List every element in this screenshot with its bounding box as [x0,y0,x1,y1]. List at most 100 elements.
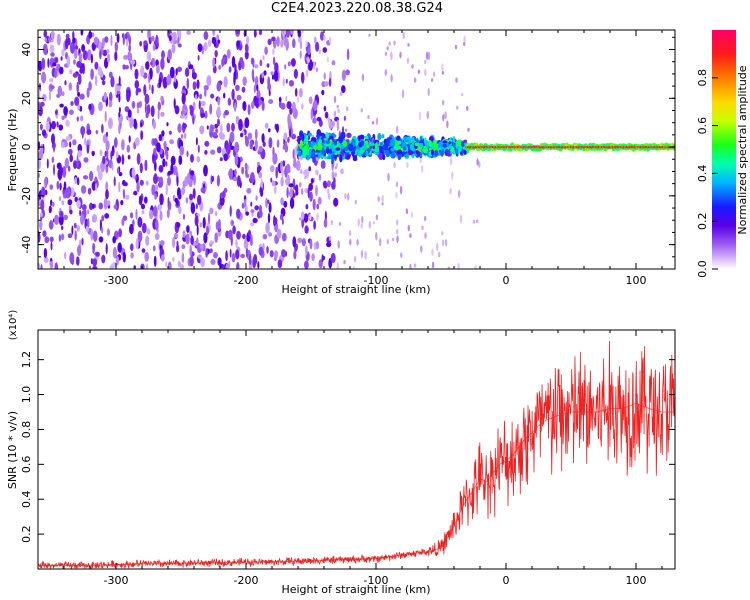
spectrogram-cell [129,223,134,235]
spectrogram-cell [324,155,327,160]
spectrogram-cell [441,100,445,106]
spectrogram-cell [452,135,456,144]
spectrogram-cell [334,172,337,178]
spectrogram-cell [287,137,290,143]
spectrogram-cell [301,133,305,142]
y-tick-label: 0.4 [20,490,33,508]
spectrogram-cell [64,142,69,147]
spectrogram-cell [407,137,411,145]
spectrogram-cell [310,108,313,120]
spectrogram-cell [419,142,424,148]
spectrogram-cell [95,183,98,191]
spectrogram-cell [197,254,202,259]
spectrogram-cell [70,101,74,106]
spectrogram-cell [105,189,109,200]
spectrogram-cell [424,232,427,240]
spectrogram-cell [110,34,113,47]
spectrogram-cell [93,36,99,46]
colorbar-label: Normalized spectral amplitude [736,65,749,234]
spectrogram-cell [113,137,118,148]
spectrogram-cell [43,30,48,38]
spectrogram-cell [395,181,399,188]
spectrogram-cell [441,70,445,75]
spectrogram-cell [160,95,164,102]
spectrogram-cell [86,49,92,61]
spectrogram-cell [59,182,62,191]
spectrogram-y-ticks: -40 -20 0 20 40 [20,36,675,270]
spectrogram-cell [341,69,346,82]
spectrogram-cell [299,87,303,98]
spectrogram-cell [203,31,209,40]
spectrogram-cell [50,30,55,40]
spectrogram-cell [247,132,253,140]
spectrogram-cell [73,222,77,229]
spectrogram-cell [38,60,43,72]
spectrogram-cell [127,109,132,118]
spectrogram-cell [255,195,258,201]
spectrogram-cell [280,176,284,187]
spectrogram-cell [72,30,75,40]
spectrogram-cell [233,73,236,86]
spectrogram-cell [56,162,62,170]
spectrogram-cell [232,225,236,235]
colorbar: 0.0 0.2 0.4 0.6 0.8 Normalized spectral ampl… [696,30,749,278]
spectrogram-cell [167,176,171,186]
spectrogram-cell [171,43,176,54]
spectrogram-cell [44,236,50,244]
spectrogram-cell [186,172,190,185]
spectrogram-cell [231,252,236,263]
spectrogram-cell [251,68,255,81]
spectrogram-cell [246,187,252,194]
spectrogram-cell [189,193,194,201]
spectrogram-cell [58,124,64,131]
spectrogram-cell [225,144,231,155]
spectrogram-cell [87,218,90,228]
spectrogram-cell [234,63,237,74]
spectrogram-cell [108,100,113,108]
spectrogram-frame [37,29,676,270]
spectrogram-cell [118,90,121,96]
spectrogram-cell [217,118,220,127]
spectrogram-cell [396,228,399,235]
spectrogram-cell [221,58,225,66]
spectrogram-cell [421,165,424,173]
spectrogram-cell [216,106,221,118]
spectrogram-cell [69,41,75,54]
spectrogram-cell [341,85,346,94]
spectrogram-cell [160,57,165,70]
spectrogram-cell [139,179,144,186]
spectrogram-cell [116,33,120,43]
spectrogram-cell [334,166,337,170]
spectrogram-cell [352,157,358,162]
spectrogram-cell [228,260,231,268]
spectrogram-cell [227,97,232,106]
spectrogram-cell [109,264,115,269]
spectrogram-cell [368,33,371,37]
spectrogram-cell [375,117,379,126]
spectrogram-cell [437,141,444,148]
spectrogram-cell [385,149,390,158]
spectrogram-cell [268,137,273,149]
y-tick-label: 1.2 [20,351,33,369]
spectrogram-cell [243,30,246,37]
spectrogram-cell [211,175,215,182]
spectrogram-cell [200,112,206,118]
spectrogram-cell [136,102,140,109]
spectrogram-cell [315,169,318,175]
spectrogram-cell [254,205,259,211]
spectrogram-cell [74,96,80,107]
spectrogram-cell [47,58,50,68]
spectrogram-cell [381,134,385,139]
spectrogram-cell [194,215,199,227]
spectrogram-cell [103,197,108,210]
spectrogram-cell [338,136,343,144]
spectrogram-cell [45,121,50,132]
spectrogram-cell [344,151,348,157]
spectrogram-cell [42,93,47,102]
spectrogram-cell [336,104,339,109]
spectrogram-cell [276,228,282,239]
spectrogram-cell [256,84,259,92]
spectrogram-cell [88,31,93,39]
spectrogram-cell [51,156,55,163]
spectrogram-cell [381,144,387,150]
